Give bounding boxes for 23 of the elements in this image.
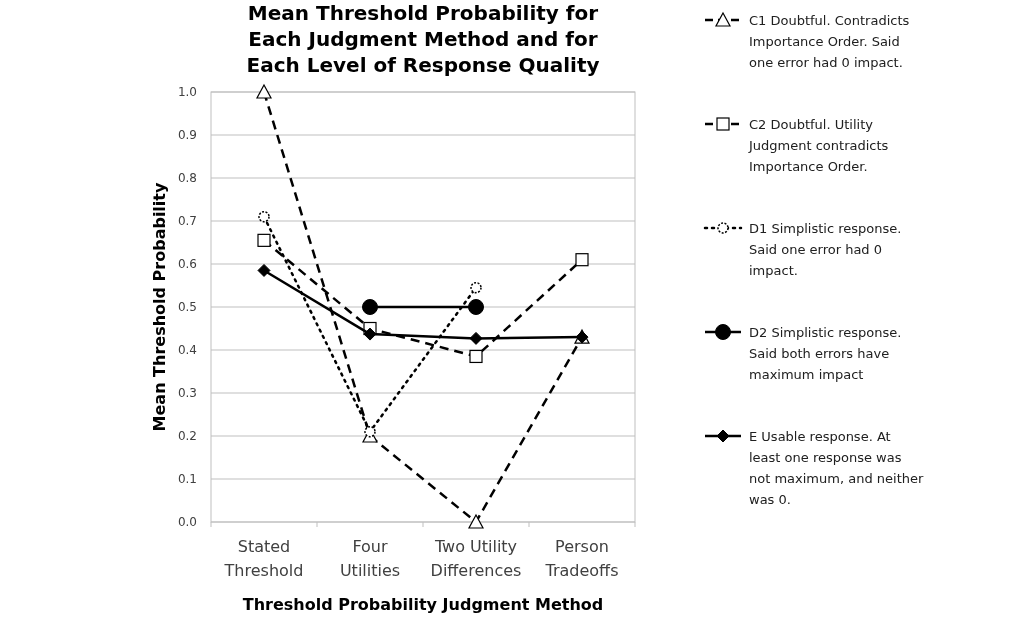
x-axis-title: Threshold Probability Judgment Method: [242, 595, 604, 614]
chart-title: Mean Threshold Probability for Each Judgment Method and for Each Level of Response Quality: [246, 1, 600, 77]
y-tick-label: 0.9: [177, 128, 197, 143]
x-tick-label: Two Utility Differences: [430, 537, 522, 580]
legend-label: C1 Doubtful. Contradicts Importance Order. Said one error had 0 impact.: [749, 13, 910, 70]
y-tick-label: 1.0: [177, 85, 197, 100]
y-tick-label: 0.8: [177, 171, 197, 186]
y-axis-title: Mean Threshold Probability: [150, 182, 169, 432]
x-tick-label: Stated Threshold: [223, 537, 304, 580]
y-tick-label: 0.5: [177, 300, 197, 315]
y-tick-label: 0.3: [177, 386, 197, 401]
legend-label: D1 Simplistic response. Said one error had 0 impact.: [749, 221, 902, 278]
y-tick-label: 0.4: [177, 343, 197, 358]
y-tick-label: 0.2: [177, 429, 197, 444]
y-tick-label: 0.7: [177, 214, 197, 229]
x-tick-label: Person Tradeoffs: [544, 537, 619, 580]
legend-label: D2 Simplistic response. Said both errors have maximum impact: [749, 325, 902, 382]
legend-label: E Usable response. At least one response was not maximum, and neither was 0.: [749, 429, 924, 507]
legend-label: C2 Doubtful. Utility Judgment contradicts Importance Order.: [748, 117, 889, 174]
y-tick-label: 0.1: [177, 472, 197, 487]
y-tick-label: 0.0: [177, 515, 197, 530]
y-tick-label: 0.6: [177, 257, 197, 272]
x-tick-label: Four Utilities: [339, 537, 401, 580]
